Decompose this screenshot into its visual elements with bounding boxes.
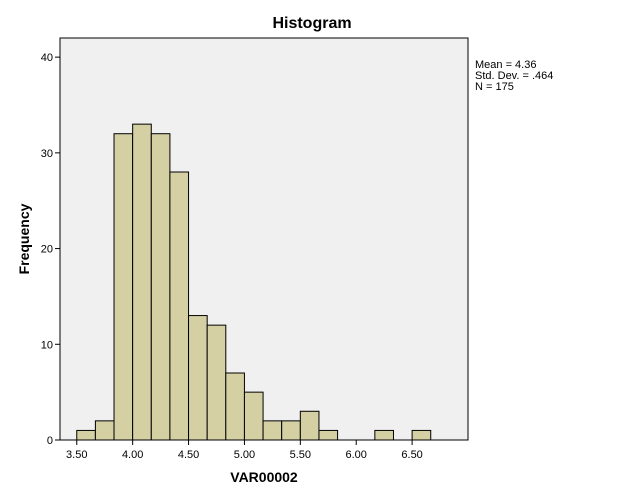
y-axis: 0 10 20 30 40 [41,52,60,447]
y-tick-label: 0 [47,435,53,447]
x-tick-label: 4.00 [122,449,143,461]
x-tick-label: 6.50 [401,449,422,461]
x-tick-label: 5.50 [290,449,311,461]
x-tick-label: 4.50 [178,449,199,461]
histogram-bar [169,171,190,441]
y-tick-label: 20 [41,244,53,256]
y-tick-label: 30 [41,148,53,160]
histogram-bar [188,315,208,441]
histogram-bar [374,429,394,441]
bars-group [76,123,432,441]
histogram-bar [299,410,320,441]
histogram-bar [243,391,264,441]
x-tick-label: 5.00 [234,449,255,461]
x-tick-label: 6.00 [346,449,367,461]
histogram-bar [318,429,339,441]
stats-legend: Mean = 4.36 Std. Dev. = .464 N = 175 [475,59,553,93]
stats-std-dev: Std. Dev. = .464 [475,70,553,82]
stats-mean: Mean = 4.36 [475,59,536,71]
x-axis-label: VAR00002 [230,469,298,485]
x-axis: 3.50 4.00 4.50 5.00 5.50 6.00 6.50 [66,440,423,461]
chart-title: Histogram [272,15,351,32]
histogram-bar [132,123,152,441]
histogram-bar [225,372,245,441]
y-tick-label: 40 [41,52,53,64]
histogram-bar [76,429,96,441]
histogram-bar [94,420,115,441]
x-tick-label: 3.50 [66,449,87,461]
y-tick-label: 10 [41,339,53,351]
histogram-bar [262,420,283,441]
histogram-bar [113,133,134,441]
histogram-bar [411,429,432,441]
y-axis-label: Frequency [16,203,32,274]
histogram-bar [150,133,171,441]
stats-n: N = 175 [475,81,514,93]
histogram-bar [206,324,227,441]
histogram-bar [281,420,301,441]
